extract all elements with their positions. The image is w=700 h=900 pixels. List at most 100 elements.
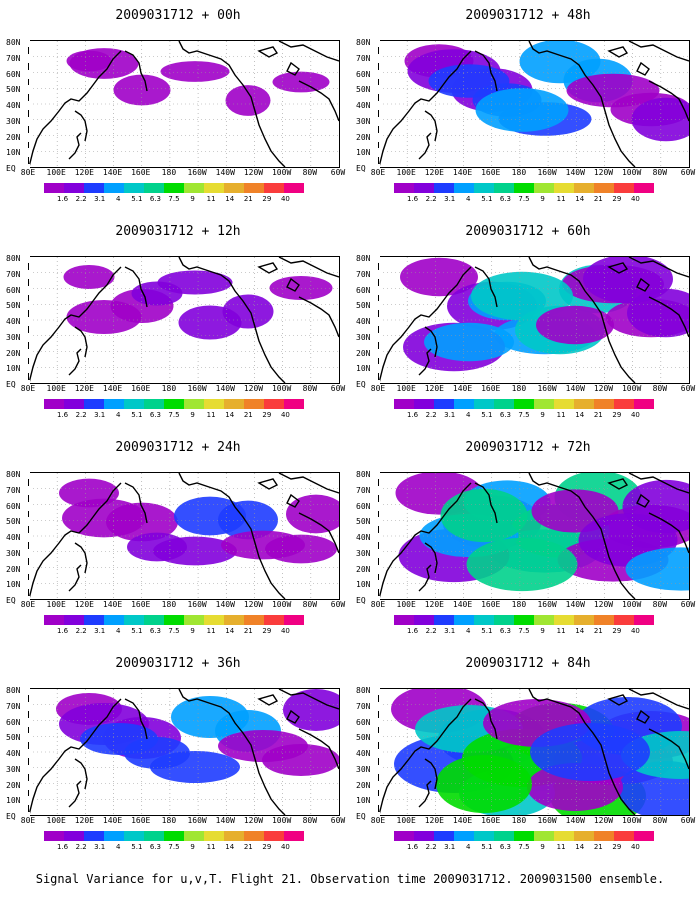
- signal-variance-area: [80, 723, 158, 755]
- colorbar-swatch: [394, 615, 414, 625]
- longitude-label: 100W: [621, 816, 642, 825]
- longitude-label: 160W: [537, 384, 557, 393]
- map-plot: [28, 688, 340, 816]
- coastline: [257, 694, 279, 706]
- coastline: [418, 348, 432, 376]
- colorbar-label: 21: [243, 411, 253, 419]
- longitude-axis: 80E 100E 120E 140E 160E 180 160W 140W 120W 100W 80…: [19, 600, 349, 612]
- colorbar: [44, 615, 304, 625]
- latitude-label: 40N: [6, 101, 30, 110]
- colorbar-label: 21: [593, 195, 603, 203]
- coastline: [278, 257, 339, 278]
- forecast-panel: 2009031712 + 72h 80N 70N 60N 50N 40N 30N 20N 10N…: [356, 440, 698, 650]
- longitude-label: 160E: [131, 168, 151, 177]
- latitude-label: 50N: [6, 85, 30, 95]
- signal-variance-area: [218, 730, 308, 762]
- coastline: [607, 262, 629, 274]
- coastline: [379, 266, 472, 383]
- coastline: [278, 689, 339, 710]
- longitude-label: 100E: [396, 600, 416, 609]
- colorbar-label: 40: [630, 411, 640, 419]
- colorbar-label: 11: [556, 195, 566, 203]
- coastline: [68, 780, 82, 808]
- colorbar-label: 9: [540, 411, 545, 419]
- longitude-label: 140W: [565, 168, 585, 177]
- longitude-label: 180: [511, 384, 527, 393]
- latitude-label: 60N: [6, 285, 30, 295]
- coastline: [418, 780, 432, 808]
- longitude-label: 60W: [680, 816, 696, 825]
- coastline: [278, 41, 339, 62]
- longitude-label: 100W: [621, 168, 642, 177]
- colorbar-label: 9: [540, 195, 545, 203]
- colorbar-label: 4: [466, 411, 471, 419]
- colorbar-labels: 1.6 2.2 3.1 4 5.1 6.3 7.5 9 11 14 21 29 40: [44, 195, 304, 205]
- longitude-label: 60W: [680, 384, 696, 393]
- latitude-label: 40N: [6, 749, 30, 758]
- colorbar-label: 3.1: [94, 411, 106, 419]
- colorbar-labels: 1.6 2.2 3.1 4 5.1 6.3 7.5 9 11 14 21 29 40: [44, 627, 304, 637]
- coastline: [636, 493, 650, 508]
- coastline: [124, 50, 148, 92]
- map-plot: [378, 40, 690, 168]
- coastline: [29, 266, 122, 383]
- coastline: [636, 709, 650, 724]
- longitude-label: 140E: [102, 384, 123, 393]
- colorbar-label: 4: [116, 627, 121, 635]
- colorbar-swatch: [594, 615, 614, 625]
- colorbar-swatch: [594, 183, 614, 193]
- latitude-label: 40N: [356, 317, 380, 326]
- map-svg: [379, 257, 689, 383]
- colorbar-label: 2.2: [425, 627, 437, 635]
- longitude-label: 80E: [20, 816, 36, 825]
- colorbar-label: 21: [243, 195, 253, 203]
- colorbar-label: 7.5: [168, 195, 180, 203]
- colorbar-swatch: [634, 615, 654, 625]
- colorbar-label: 5.1: [481, 195, 493, 203]
- latitude-label: 50N: [6, 733, 30, 743]
- latitude-label: 20N: [6, 348, 30, 358]
- longitude-label: 140W: [565, 384, 585, 393]
- colorbar-swatch: [474, 399, 494, 409]
- colorbar-label: 1.6: [406, 195, 419, 203]
- longitude-label: 100W: [621, 384, 642, 393]
- colorbar-label: 9: [190, 843, 195, 851]
- colorbar-swatch: [244, 615, 264, 625]
- signal-variance-area: [436, 755, 532, 813]
- colorbar-swatch: [434, 615, 454, 625]
- longitude-label: 60W: [680, 168, 696, 177]
- forecast-panel: 2009031712 + 48h 80N 70N 60N 50N 40N 30N 20N 10N…: [356, 8, 698, 218]
- signal-variance-area: [631, 97, 689, 142]
- longitude-axis: 80E 100E 120E 140E 160E 180 160W 140W 120W 100W 80…: [19, 384, 349, 396]
- latitude-label: 50N: [6, 517, 30, 527]
- longitude-label: 140E: [102, 168, 123, 177]
- coastline: [628, 257, 689, 278]
- colorbar-swatch: [64, 615, 84, 625]
- longitude-label: 180: [511, 600, 527, 609]
- longitude-label: 160E: [131, 384, 151, 393]
- colorbar-swatch: [614, 615, 634, 625]
- forecast-panel: 2009031712 + 12h 80N 70N 60N 50N 40N 30N 20N 10N…: [6, 224, 349, 434]
- colorbar-label: 3.1: [444, 195, 456, 203]
- coastline: [379, 482, 472, 599]
- coastline: [286, 493, 300, 508]
- colorbar-swatch: [264, 615, 284, 625]
- colorbar-label: 29: [262, 627, 272, 635]
- coastline: [257, 478, 279, 490]
- colorbar-swatch: [64, 399, 84, 409]
- colorbar-label: 7.5: [518, 411, 530, 419]
- latitude-label: 70N: [356, 53, 380, 63]
- longitude-label: 100E: [46, 600, 66, 609]
- colorbar-swatch: [634, 831, 654, 841]
- colorbar-label: 1.6: [406, 627, 419, 635]
- colorbar-swatch: [574, 831, 594, 841]
- longitude-label: 140E: [452, 600, 473, 609]
- colorbar-swatch: [264, 183, 284, 193]
- colorbar-label: 21: [593, 843, 603, 851]
- latitude-label: 20N: [356, 348, 380, 358]
- colorbar-label: 6.3: [149, 195, 161, 203]
- longitude-axis: 80E 100E 120E 140E 160E 180 160W 140W 120W 100W 80…: [369, 384, 699, 396]
- longitude-label: 100E: [396, 384, 416, 393]
- colorbar-swatch: [224, 615, 244, 625]
- longitude-label: 140E: [102, 600, 123, 609]
